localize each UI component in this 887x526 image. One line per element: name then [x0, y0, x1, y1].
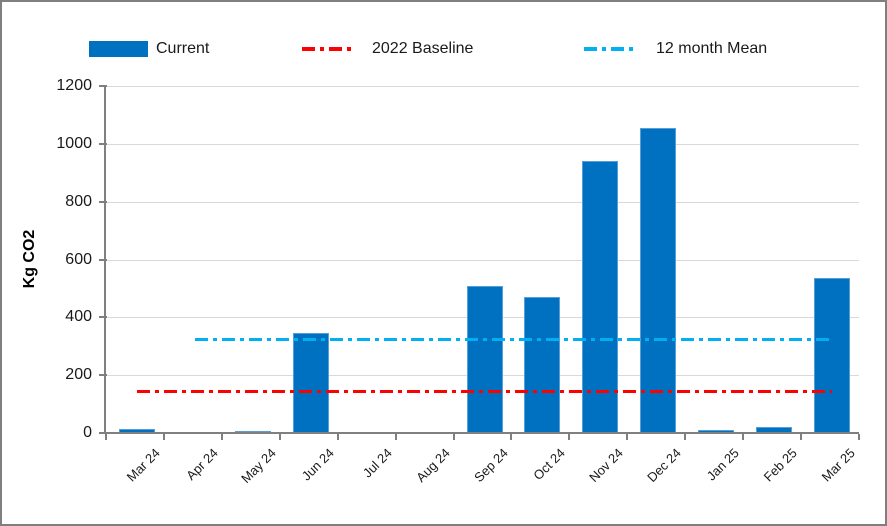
x-tick-7 [510, 434, 512, 440]
y-tick-label-0: 0 [83, 424, 92, 441]
bar-oct-24 [524, 297, 560, 433]
x-axis-label-apr-24: Apr 24 [183, 445, 221, 483]
x-tick-8 [568, 434, 570, 440]
x-axis-label-jan-25: Jan 25 [703, 445, 742, 484]
x-tick-4 [337, 434, 339, 440]
y-tick-200 [99, 374, 107, 376]
x-axis-label-jun-24: Jun 24 [298, 445, 337, 484]
y-tick-label-1200: 1200 [56, 77, 92, 94]
x-axis-label-feb-25: Feb 25 [760, 445, 800, 485]
y-tick-label-1000: 1000 [56, 135, 92, 152]
x-axis-line [104, 432, 859, 434]
x-axis-label-sep-24: Sep 24 [471, 445, 511, 486]
2022-baseline-line [137, 390, 832, 393]
x-axis-label-nov-24: Nov 24 [586, 445, 626, 486]
x-axis-label-mar-24: Mar 24 [123, 445, 163, 485]
y-tick-400 [99, 316, 107, 318]
x-axis-label-jul-24: Jul 24 [359, 445, 395, 481]
x-tick-2 [221, 434, 223, 440]
bar-nov-24 [582, 161, 618, 433]
x-axis-label-mar-25: Mar 25 [818, 445, 858, 485]
y-tick-1200 [99, 85, 107, 87]
gridline-1000 [106, 144, 859, 145]
x-tick-10 [684, 434, 686, 440]
baseline-dash-dot-swatch-icon [302, 47, 354, 51]
x-tick-12 [800, 434, 802, 440]
legend-label-2022-baseline: 2022 Baseline [372, 40, 474, 57]
legend-label-current: Current [156, 40, 210, 57]
legend-label-12-month-mean: 12 month Mean [656, 40, 768, 57]
x-axis-label-oct-24: Oct 24 [530, 445, 568, 483]
bar-sep-24 [467, 286, 503, 433]
x-tick-13 [858, 434, 860, 440]
x-tick-6 [453, 434, 455, 440]
y-axis-line [104, 86, 106, 433]
y-tick-800 [99, 201, 107, 203]
legend-item-12-month-mean: 12 month Mean [584, 38, 767, 60]
x-axis-label-aug-24: Aug 24 [413, 445, 453, 486]
bar-dec-24 [640, 128, 676, 433]
y-tick-600 [99, 259, 107, 261]
y-tick-label-400: 400 [65, 308, 92, 325]
gridline-600 [106, 260, 859, 261]
12-month-mean-line [195, 338, 832, 341]
y-tick-label-600: 600 [65, 251, 92, 268]
gridline-1200 [106, 86, 859, 87]
x-tick-1 [163, 434, 165, 440]
bar-mar-25 [814, 278, 850, 433]
x-tick-5 [395, 434, 397, 440]
x-tick-3 [279, 434, 281, 440]
x-axis-label-may-24: May 24 [238, 445, 279, 487]
mean-dash-dot-swatch-icon [584, 47, 636, 51]
current-bar-swatch-icon [89, 41, 148, 57]
y-tick-0 [99, 432, 107, 434]
x-tick-9 [626, 434, 628, 440]
y-tick-1000 [99, 143, 107, 145]
y-tick-label-200: 200 [65, 366, 92, 383]
legend-item-current: Current [89, 38, 209, 60]
x-tick-11 [742, 434, 744, 440]
gridline-800 [106, 202, 859, 203]
x-axis-label-dec-24: Dec 24 [644, 445, 684, 486]
x-tick-0 [105, 434, 107, 440]
bar-jun-24 [293, 333, 329, 433]
y-tick-label-800: 800 [65, 193, 92, 210]
legend-item-2022-baseline: 2022 Baseline [302, 38, 473, 60]
